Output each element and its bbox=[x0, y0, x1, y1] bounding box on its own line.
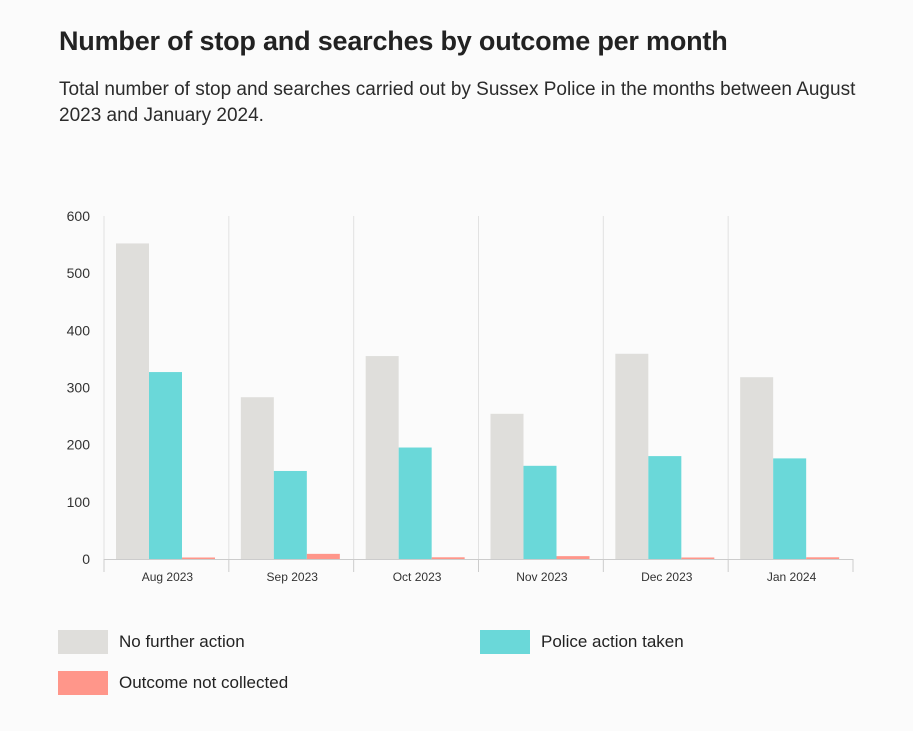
x-tick-label: Oct 2023 bbox=[393, 570, 442, 584]
legend-label-police-action-taken: Police action taken bbox=[541, 632, 684, 651]
y-tick-label: 0 bbox=[82, 551, 90, 567]
x-tick-label: Nov 2023 bbox=[516, 570, 568, 584]
bar-police-action-taken[interactable] bbox=[273, 470, 307, 559]
y-tick-label: 200 bbox=[67, 437, 91, 453]
x-tick-label: Dec 2023 bbox=[641, 570, 693, 584]
bar-outcome-not-collected[interactable] bbox=[306, 553, 340, 559]
bar-no-further-action[interactable] bbox=[740, 377, 774, 559]
y-tick-label: 400 bbox=[67, 322, 91, 338]
legend-swatch-police-action-taken bbox=[480, 630, 530, 654]
bar-no-further-action[interactable] bbox=[615, 353, 649, 559]
legend: No further action Police action taken Ou… bbox=[58, 630, 858, 710]
grid-layer bbox=[103, 216, 854, 572]
bar-outcome-not-collected[interactable] bbox=[806, 557, 840, 559]
bar-police-action-taken[interactable] bbox=[149, 372, 182, 559]
bar-police-action-taken[interactable] bbox=[773, 458, 807, 559]
x-tick-label: Aug 2023 bbox=[142, 570, 194, 584]
legend-swatch-outcome-not-collected bbox=[58, 671, 108, 695]
y-axis-ticks: 0 100 200 300 400 500 600 bbox=[67, 208, 91, 567]
y-tick-label: 600 bbox=[67, 208, 91, 224]
bar-outcome-not-collected[interactable] bbox=[556, 556, 590, 559]
legend-item-no-further-action[interactable]: No further action bbox=[58, 630, 245, 654]
bar-police-action-taken[interactable] bbox=[523, 465, 557, 559]
bar-no-further-action[interactable] bbox=[116, 243, 149, 559]
bar-police-action-taken[interactable] bbox=[398, 447, 432, 559]
legend-item-police-action-taken[interactable]: Police action taken bbox=[480, 630, 684, 654]
bar-no-further-action[interactable] bbox=[365, 356, 399, 559]
bar-outcome-not-collected[interactable] bbox=[681, 557, 715, 560]
chart-title: Number of stop and searches by outcome p… bbox=[59, 26, 728, 56]
y-tick-label: 500 bbox=[67, 265, 91, 281]
legend-item-outcome-not-collected[interactable]: Outcome not collected bbox=[58, 671, 288, 695]
bar-no-further-action[interactable] bbox=[240, 397, 274, 559]
x-tick-label: Sep 2023 bbox=[267, 570, 319, 584]
bar-outcome-not-collected[interactable] bbox=[431, 557, 465, 559]
legend-label-no-further-action: No further action bbox=[119, 632, 245, 651]
bar-outcome-not-collected[interactable] bbox=[182, 557, 215, 560]
bars-layer bbox=[116, 243, 840, 560]
chart-subtitle: Total number of stop and searches carrie… bbox=[59, 79, 856, 126]
bar-no-further-action[interactable] bbox=[490, 413, 524, 559]
x-tick-label: Jan 2024 bbox=[767, 570, 817, 584]
legend-label-outcome-not-collected: Outcome not collected bbox=[119, 673, 289, 692]
bar-police-action-taken[interactable] bbox=[648, 456, 682, 559]
y-tick-label: 100 bbox=[67, 494, 91, 510]
bar-chart: 0 100 200 300 400 500 600 Aug 2023 Sep 2023 Oct … bbox=[67, 208, 854, 584]
y-tick-label: 300 bbox=[67, 380, 91, 396]
x-axis-labels: Aug 2023 Sep 2023 Oct 2023 Nov 2023 Dec 2023… bbox=[142, 570, 817, 584]
legend-swatch-no-further-action bbox=[58, 630, 108, 654]
